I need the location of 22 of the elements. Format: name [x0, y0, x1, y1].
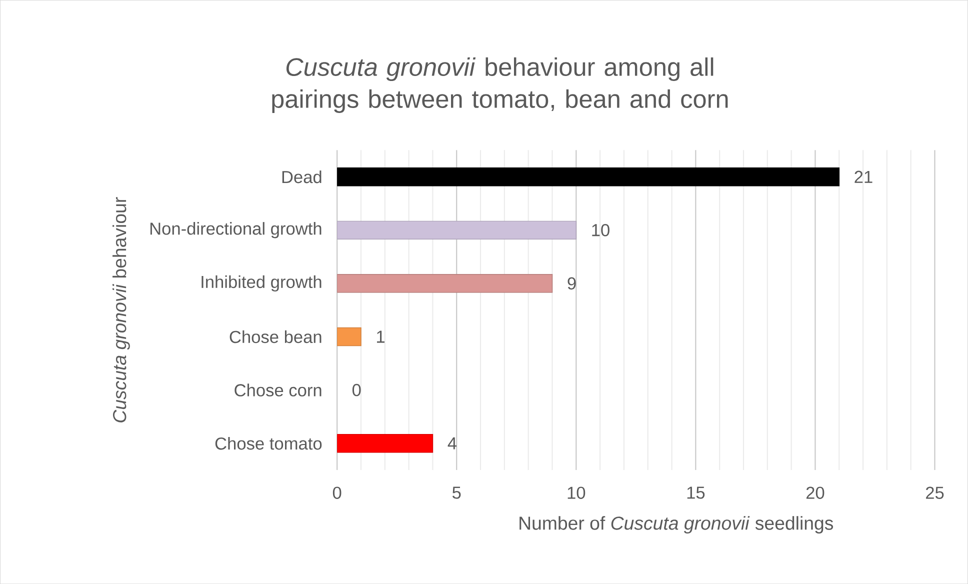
y-tick-label: Chose corn: [234, 384, 322, 396]
data-label: 10: [592, 224, 610, 236]
y-tick-label: Chose bean: [230, 330, 322, 344]
x-tick-label: 25: [926, 486, 944, 499]
x-tick-label: 0: [332, 486, 342, 499]
bar: [337, 434, 434, 453]
x-tick-label: 15: [687, 486, 705, 499]
data-label: 0: [352, 384, 361, 396]
data-label: 4: [448, 437, 457, 450]
chart-title: Cuscuta gronovii behaviour among all pairings between tomato, bean and corn: [272, 57, 728, 113]
data-label: 9: [568, 277, 576, 290]
y-tick-label: Non-directional growth: [150, 222, 322, 238]
x-tick-label: 10: [568, 486, 586, 499]
data-label: 21: [854, 170, 872, 183]
data-label: 1: [377, 330, 384, 343]
x-axis-title: Number of Cuscuta gronovii seedlings: [520, 516, 834, 534]
y-tick-label: Dead: [282, 170, 322, 184]
y-axis-title: Cuscuta gronovii behaviour: [112, 197, 130, 422]
y-tick-label: Inhibited growth: [202, 275, 322, 292]
x-tick-label: 5: [452, 486, 461, 499]
y-tick-label: Chose tomato: [215, 436, 322, 450]
x-tick-label: 20: [806, 486, 824, 499]
